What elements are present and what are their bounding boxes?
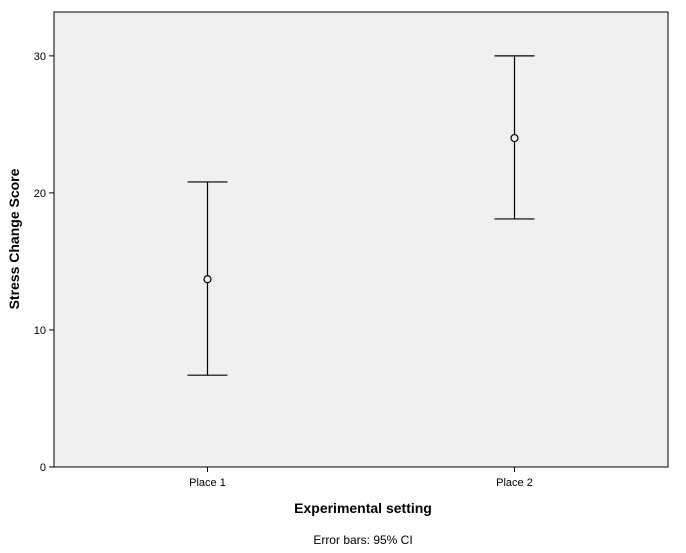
x-axis: Place 1 Place 2 [189,467,533,489]
error-bars-footnote: Error bars: 95% CI [313,533,412,547]
error-bars [187,55,535,376]
y-axis: 0 10 20 30 [34,51,54,474]
y-tick-label: 20 [34,188,46,200]
x-tick-label: Place 2 [496,477,533,489]
mean-marker [510,133,519,143]
plot-area [53,11,669,468]
y-tick-label: 0 [40,462,46,474]
x-axis-label: Experimental setting [294,500,432,516]
mean-marker [203,275,212,284]
y-axis-label: Stress Change Score [6,168,22,309]
y-tick-label: 10 [34,325,46,337]
x-tick-label: Place 1 [189,477,226,489]
y-tick-label: 30 [34,51,46,63]
